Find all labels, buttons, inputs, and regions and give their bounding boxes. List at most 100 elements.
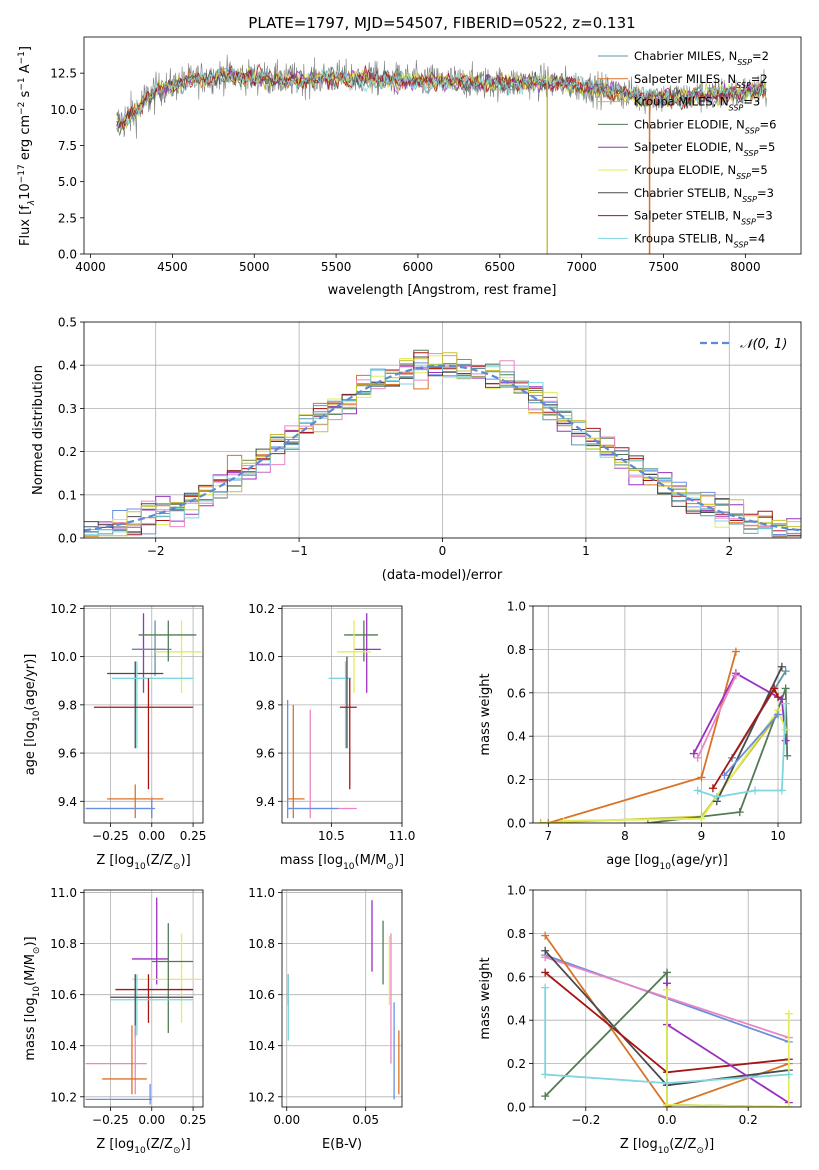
mass_vs_z-xtick-label: 0.25	[180, 1113, 207, 1127]
spectrum-ytick-label: 0.0	[58, 248, 77, 262]
legend-sub: SSP	[742, 194, 757, 203]
residuals-axes: −2 −1 0 1 20.00.10.20.30.40.5(data-model)/er…	[31, 316, 801, 584]
spectrum-ylabel-part: −17	[17, 164, 27, 183]
age_vs_z-xtick-label: 0.00	[138, 829, 165, 843]
residuals-ylabel: Normed distribution	[31, 365, 46, 495]
spectrum-legend-label: Salpeter ELODIE, NSSP=5	[634, 140, 775, 158]
residuals-xtick-label: −1	[290, 544, 308, 558]
massweight_vs_age-xlabel-part: 10	[659, 862, 671, 872]
age_vs_z-xlabel-part: (Z/Z	[146, 853, 173, 868]
massweight_vs_z-series-line	[667, 990, 789, 1107]
massweight_vs_age-series-line	[694, 673, 786, 753]
mass_vs_z-ytick-label: 10.8	[50, 937, 77, 951]
spectrum-xtick-label: 5500	[321, 260, 352, 274]
spectrum-legend-label: Kroupa STELIB, NSSP=4	[634, 231, 765, 249]
mass_vs_z-xlabel-part: Z [log	[96, 1137, 134, 1152]
mass_vs_z-xtick-label: 0.00	[138, 1113, 165, 1127]
spectrum-xtick-label: 6000	[403, 260, 434, 274]
legend-text: Kroupa STELIB, N	[634, 231, 734, 245]
massweight_vs_z-point	[785, 1010, 793, 1018]
massweight_vs_z-ylabel: mass weight	[478, 957, 493, 1039]
spectrum-ylabel-part: erg cm	[18, 115, 33, 164]
spectrum-xtick-label: 5000	[239, 260, 270, 274]
age_vs_mass-ytick-label: 10.0	[248, 650, 275, 664]
age_vs_z-ylabel: age [log10(age/yr)]	[23, 654, 42, 776]
mass_vs_z-ylabel-part: mass [log	[23, 997, 38, 1060]
massweight_vs_age-series-line	[698, 675, 736, 758]
residuals-ytick-label: 0.2	[58, 445, 77, 459]
mass_vs_z-plot-area	[84, 890, 203, 1107]
legend-sub: SSP	[744, 149, 759, 158]
massweight_vs_age-point	[751, 786, 759, 794]
residuals-xtick-label: −2	[147, 544, 165, 558]
spectrum-legend-label: Chabrier ELODIE, NSSP=6	[634, 117, 776, 135]
massweight_vs_age-point	[782, 737, 790, 745]
massweight_vs_z-point	[541, 984, 549, 992]
massweight_vs_z-xtick-label: 0.0	[657, 1113, 676, 1127]
mass_vs_z-xlabel: Z [log10(Z/Z⊙)]	[96, 1137, 190, 1156]
mass_vs_z-ytick-label: 10.2	[50, 1090, 77, 1104]
legend-sub: SSP	[745, 126, 760, 135]
massweight_vs_age-point	[732, 648, 740, 656]
mass_vs_ebv-ytick-label: 10.8	[248, 937, 275, 951]
spectrum-ylabel-part: Flux [f	[18, 205, 33, 246]
age_vs_z-plot-area	[84, 606, 203, 823]
spectrum-xtick-label: 6500	[485, 260, 516, 274]
age_vs_mass-ytick-label: 9.8	[256, 698, 275, 712]
legend-value: =3	[757, 186, 774, 200]
age_vs_z-xlabel-part: Z [log	[96, 853, 134, 868]
age_vs_z-xlabel-part: ⊙	[173, 862, 181, 872]
massweight_vs_age-xlabel: age [log10(age/yr)]	[606, 853, 728, 872]
spectrum-xtick-label: 8000	[730, 260, 761, 274]
massweight_vs_age-axes: 7 8 9 100.00.20.40.60.81.0age [log10(age/yr…	[478, 600, 801, 873]
legend-value: =2	[751, 72, 768, 86]
spectrum-xtick-label: 4500	[157, 260, 188, 274]
residuals-ytick-label: 0.0	[58, 532, 77, 546]
legend-text: Salpeter STELIB, N	[634, 209, 741, 223]
spectrum-axes: 4000 4500 5000 5500 6000 6500 7000 7500 8000 0.0 2…	[17, 14, 801, 298]
massweight_vs_age-ytick-label: 0.6	[507, 686, 526, 700]
massweight_vs_z-xlabel-part: 10	[658, 1146, 670, 1156]
massweight_vs_age-ytick-label: 0.2	[507, 773, 526, 787]
massweight_vs_z-xtick-label: 0.2	[739, 1113, 758, 1127]
massweight_vs_z-ytick-label: 0.8	[507, 927, 526, 941]
legend-value: =5	[751, 163, 768, 177]
age_vs_mass-xlabel-part: )]	[394, 853, 404, 868]
mass_vs_z-ylabel-group: mass [log10(M/M⊙)]	[23, 936, 42, 1060]
massweight_vs_age-point	[736, 808, 744, 816]
massweight_vs_z-xlabel-part: )]	[704, 1137, 714, 1152]
massweight_vs_age-xtick-label: 9	[698, 829, 706, 843]
massweight_vs_z-xlabel-part: Z [log	[620, 1137, 658, 1152]
massweight_vs_z-ytick-label: 0.2	[507, 1057, 526, 1071]
residuals-ytick-label: 0.1	[58, 488, 77, 502]
mass_vs_z-xlabel-part: )]	[181, 1137, 191, 1152]
mass_vs_ebv-ytick-label: 11.0	[248, 886, 275, 900]
mass_vs_z-ylabel-part: (M/M	[23, 954, 38, 986]
massweight_vs_z-ytick-label: 0.6	[507, 970, 526, 984]
massweight_vs_age-point	[690, 750, 698, 758]
mass_vs_z-xlabel-part: ⊙	[173, 1146, 181, 1156]
mass_vs_ebv-axes: 0.00 0.0510.210.410.610.811.0E(B-V)	[248, 886, 402, 1152]
spectrum-xtick-label: 4000	[75, 260, 106, 274]
mass_vs_z-xlabel-part: 10	[134, 1146, 146, 1156]
massweight_vs_age-xtick-label: 10	[770, 829, 785, 843]
age_vs_z-ylabel-part: (age/yr)]	[23, 654, 38, 711]
age_vs_z-ylabel-group: age [log10(age/yr)]	[23, 654, 42, 776]
massweight_vs_z-axes: −0.2 0.0 0.20.00.20.40.60.81.0Z [log10(Z/Z…	[478, 884, 801, 1157]
spectrum-ylabel-part: −1	[17, 51, 27, 64]
spectrum-ylabel-part: s	[18, 90, 33, 101]
age_vs_z-ytick-label: 10.0	[50, 650, 77, 664]
age_vs_z-xtick-label: −0.25	[92, 829, 129, 843]
massweight_vs_z-point	[541, 1070, 549, 1078]
spectrum-title: PLATE=1797, MJD=54507, FIBERID=0522, z=0…	[248, 14, 635, 32]
massweight_vs_age-plot-area	[533, 606, 801, 827]
spectrum-legend-label: Kroupa ELODIE, NSSP=5	[634, 163, 768, 181]
residuals-xtick-label: 1	[582, 544, 590, 558]
massweight_vs_age-point	[709, 784, 717, 792]
age_vs_z-ytick-label: 9.8	[58, 698, 77, 712]
spectrum-ytick-label: 12.5	[50, 67, 77, 81]
spectrum-ylabel-part: −1	[17, 77, 27, 90]
age_vs_z-ylabel-part: age [log	[23, 722, 38, 775]
age_vs_z-ytick-label: 9.4	[58, 795, 77, 809]
massweight_vs_z-point	[663, 986, 671, 994]
